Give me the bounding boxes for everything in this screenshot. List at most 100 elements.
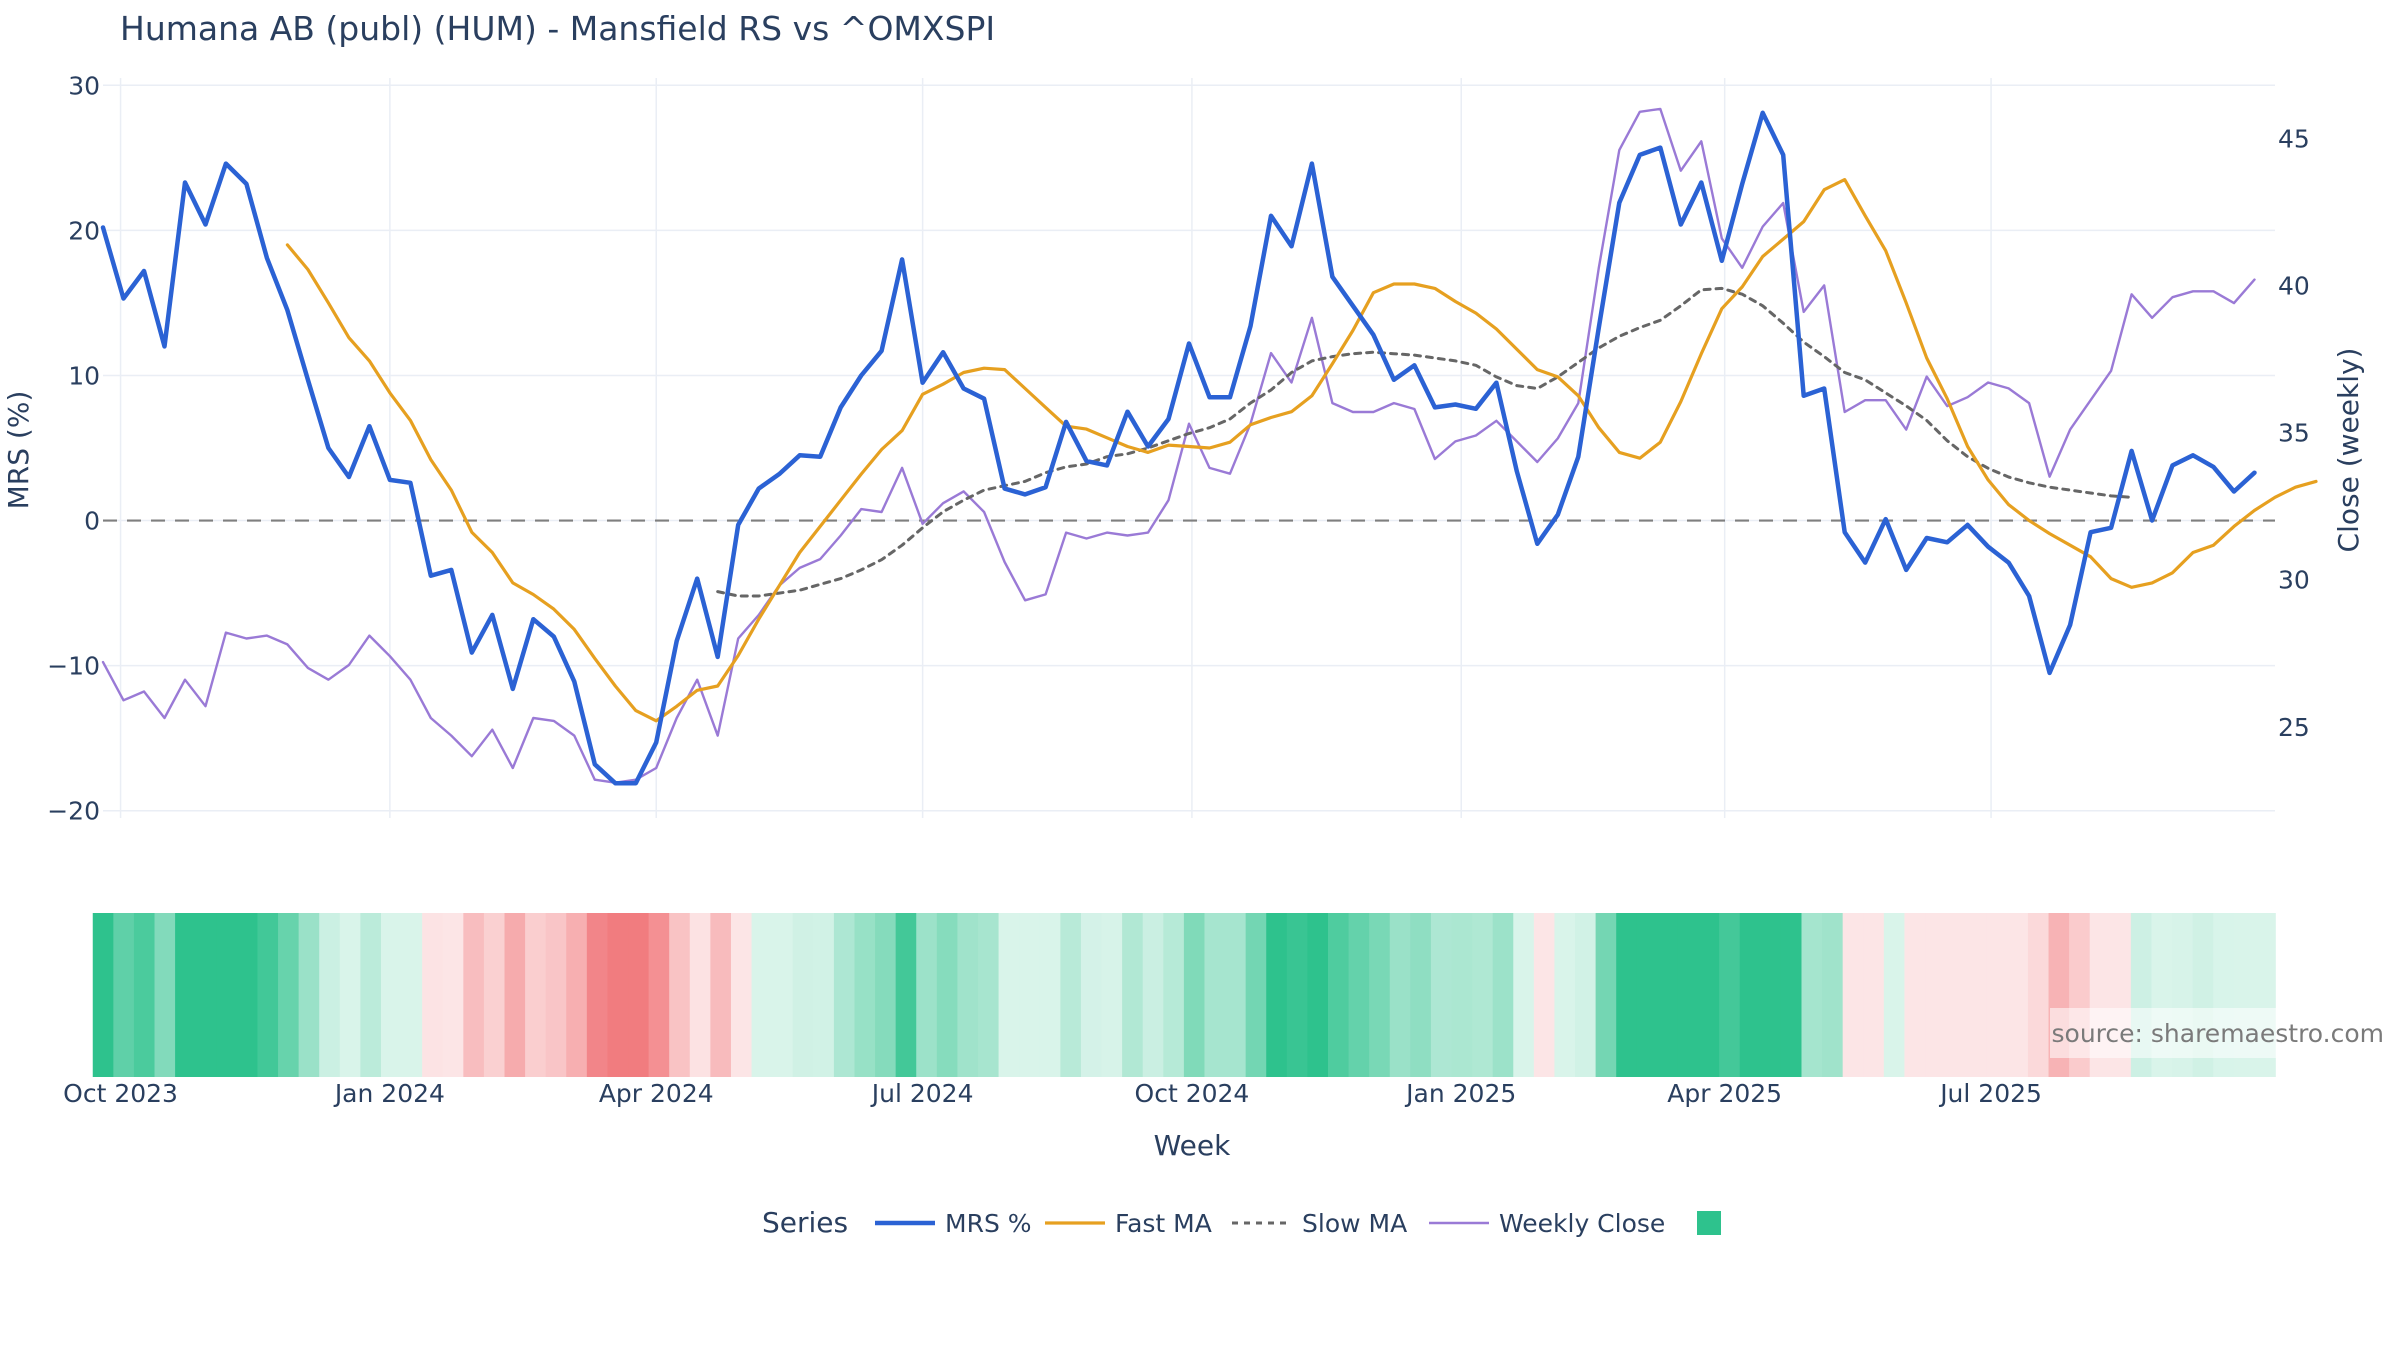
heatmap-cell [1677,913,1700,1077]
heatmap-cell [669,913,691,1077]
heatmap-cell [1636,913,1659,1077]
heatmap-cell [1966,913,1988,1077]
left-y-axis-ticks: −20 −10 0 10 20 30 [47,71,100,825]
y-tick-label: 10 [68,361,100,390]
heatmap-cell [422,913,444,1077]
series-lines [100,107,2318,786]
heatmap-cell [1369,913,1391,1077]
heatmap-cell [854,913,876,1077]
heatmap-cell [1719,913,1741,1077]
heatmap-cell [1904,913,1926,1077]
heatmap-cell [545,913,568,1077]
heatmap-cell [607,913,629,1077]
heatmap-cell [1039,913,1062,1077]
weekly-close-line [101,107,2256,784]
heatmap-cell [730,913,753,1077]
heatmap-cell [339,913,362,1077]
heatmap-cell [1245,913,1268,1077]
x-tick-label: Oct 2023 [63,1079,178,1108]
heatmap-cell [1286,913,1309,1077]
heatmap-cell [1554,913,1576,1077]
heatmap-cell [525,913,547,1077]
fast-ma-line [285,178,2318,723]
y-tick-label: −10 [47,652,100,681]
heatmap-cell [278,913,300,1077]
heatmap-cell [586,913,609,1077]
heatmap-cell [916,913,938,1077]
heatmap-cell [216,913,238,1077]
heatmap-cell [113,913,135,1077]
y-tick-label: 30 [68,71,100,100]
heatmap-cell [463,913,485,1077]
heatmap-cell [813,913,835,1077]
heatmap-cell [875,913,897,1077]
x-tick-label: Jan 2025 [1404,1079,1516,1108]
heatmap-cell [648,913,670,1077]
legend-fast-ma-label: Fast MA [1115,1209,1212,1238]
heatmap-cell [92,913,115,1077]
heatmap-cell [1307,913,1329,1077]
heatmap-cell [1225,913,1247,1077]
x-tick-label: Jan 2024 [333,1079,445,1108]
legend: Series MRS % Fast MA Slow MA Weekly Close [762,1206,1721,1239]
y2-tick-label: 40 [2278,271,2310,300]
heatmap-cell [257,913,279,1077]
heatmap-cell [2027,913,2050,1077]
heatmap-cell [154,913,176,1077]
mrs-line [100,110,2257,786]
heatmap-cell [1080,913,1103,1077]
heatmap-cell [1945,913,1967,1077]
legend-heatmap-swatch [1697,1211,1721,1235]
chart-title: Humana AB (publ) (HUM) - Mansfield RS vs… [120,9,995,48]
source-background [2050,1008,2380,1058]
heatmap-cell [936,913,959,1077]
legend-mrs-label: MRS % [945,1209,1032,1238]
x-tick-label: Jul 2024 [870,1079,974,1108]
y-axis-label: MRS (%) [2,391,35,510]
x-tick-label: Jul 2025 [1938,1079,2042,1108]
heatmap-cell [689,913,712,1077]
heatmap-cell [1430,913,1453,1077]
heatmap-cell [1163,913,1185,1077]
heatmap-cell [1760,913,1782,1077]
heatmap-cell [401,913,423,1077]
heatmap-cell [1122,913,1144,1077]
y2-tick-label: 25 [2278,713,2310,742]
heatmap-cell [833,913,856,1077]
heatmap-cell [1780,913,1803,1077]
heatmap-cell [380,913,403,1077]
heatmap-cell [1822,913,1844,1077]
heatmap-cell [895,913,918,1077]
heatmap-cell [1616,913,1638,1077]
y2-tick-label: 45 [2278,124,2310,153]
heatmap-cell [957,913,979,1077]
heatmap-cell [504,913,526,1077]
source-note: source: sharemaestro.com [2052,1019,2385,1048]
heatmap-cell [978,913,1000,1077]
heatmap-cell [1410,913,1432,1077]
y-tick-label: −20 [47,797,100,826]
heatmap-cell [1657,913,1679,1077]
heatmap-cell [133,913,156,1077]
x-axis-label: Week [1154,1129,1231,1162]
x-axis-ticks: Oct 2023 Jan 2024 Apr 2024 Jul 2024 Oct 2024… [63,1079,2042,1108]
heatmap-cell [298,913,321,1077]
heatmap-cell [1986,913,2009,1077]
heatmap-cell [442,913,465,1077]
heatmap-cell [1698,913,1720,1077]
heatmap-cell [1451,913,1473,1077]
heatmap-cell [360,913,382,1077]
heatmap-cell [792,913,815,1077]
slow-ma-line [716,286,2134,598]
heatmap-cell [2007,913,2029,1077]
y-tick-label: 20 [68,216,100,245]
heatmap-cell [1183,913,1206,1077]
y2-tick-label: 35 [2278,419,2310,448]
heatmap-cell [1842,913,1865,1077]
heatmap-cell [1019,913,1041,1077]
y2-axis-label: Close (weekly) [2332,348,2365,553]
heatmap-cell [1595,913,1618,1077]
heatmap-cell [236,913,259,1077]
heatmap-cell [1389,913,1412,1077]
heatmap-cell [566,913,588,1077]
